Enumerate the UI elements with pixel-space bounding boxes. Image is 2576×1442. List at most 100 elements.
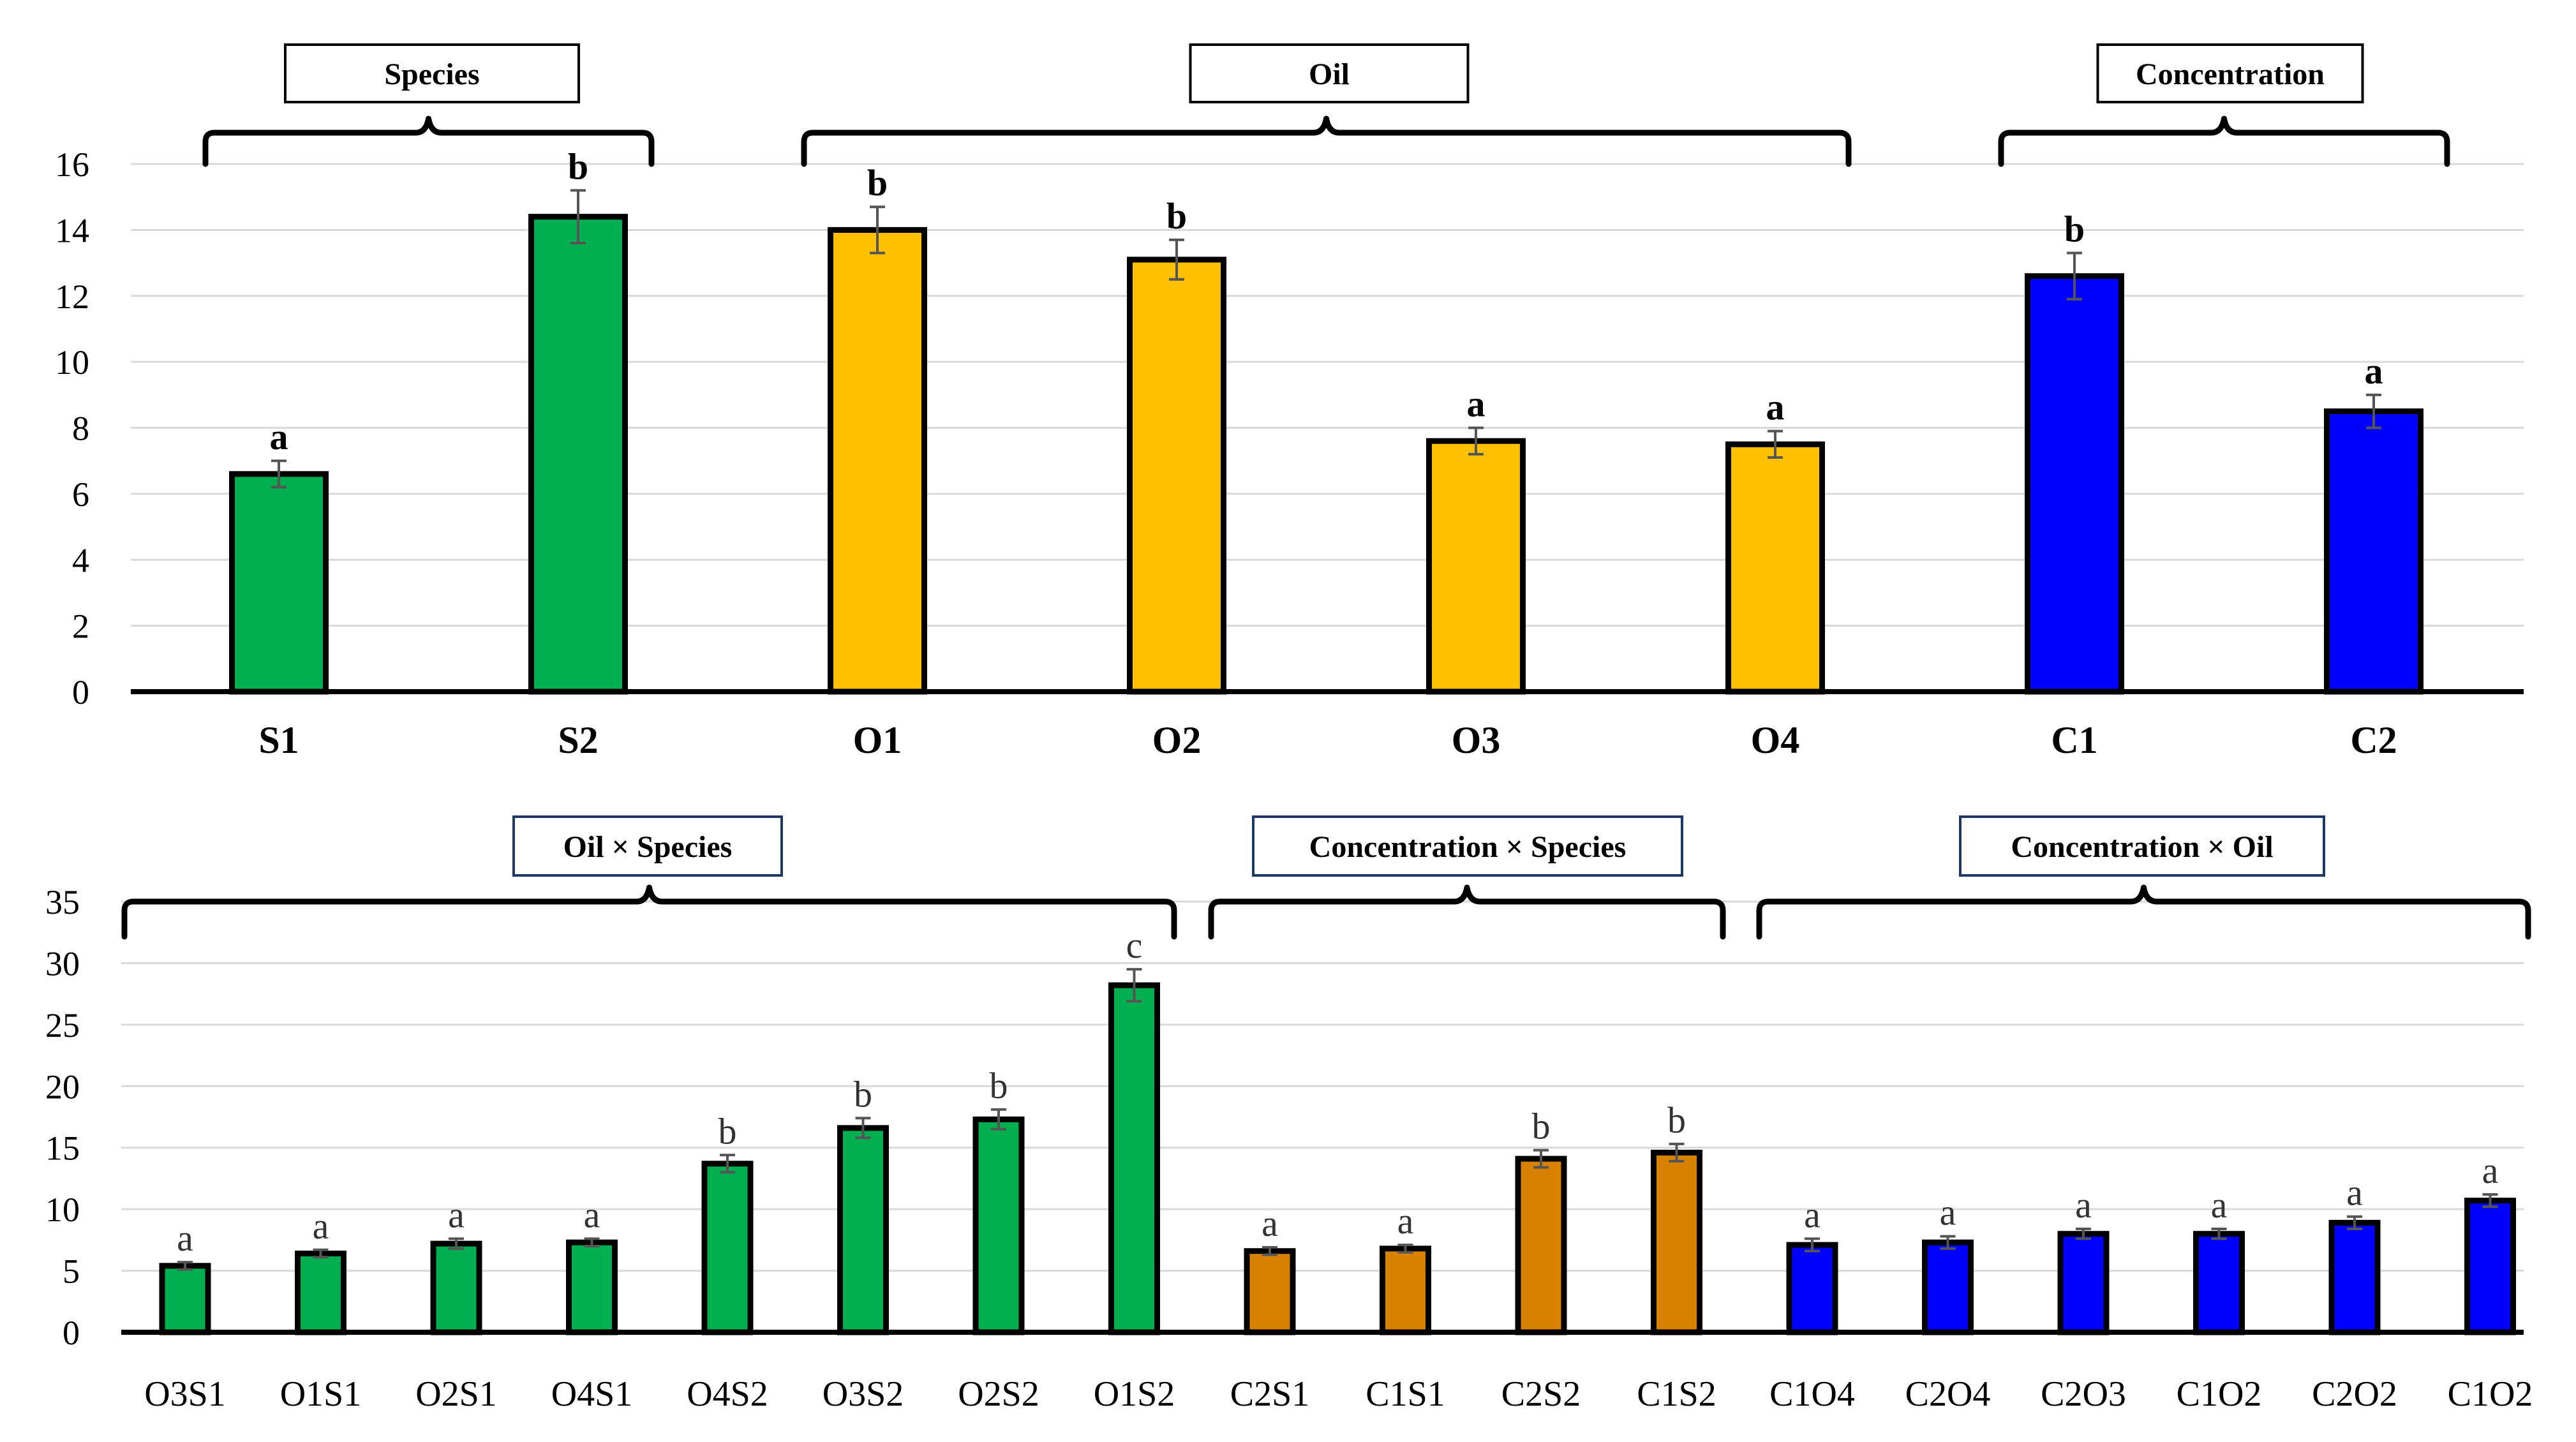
bottom-bar [1244, 1248, 1296, 1335]
top-error-bar [870, 205, 885, 255]
bottom-significance-label: a [1940, 1192, 1956, 1233]
top-error-bar [1768, 429, 1783, 459]
top-bar [2324, 408, 2423, 695]
top-error-bar [2366, 393, 2381, 429]
bottom-category-label: C1O2 [2177, 1374, 2262, 1414]
bottom-y-tick-label: 25 [45, 1006, 80, 1044]
top-significance-label: a [270, 416, 288, 457]
bottom-significance-label: a [313, 1205, 329, 1247]
top-group-box [1189, 43, 1470, 103]
bottom-error-bar [177, 1261, 193, 1271]
bottom-category-label: O3S2 [823, 1374, 904, 1414]
top-bar [1127, 256, 1226, 695]
bottom-category-label: O4S1 [551, 1374, 633, 1414]
bottom-category-label: C2O2 [2312, 1374, 2397, 1414]
bottom-significance-label: a [2075, 1184, 2092, 1226]
bottom-chart: 0 5 10 15 20 25 30 35 a O3S1 a O1S1 a O2S1 a O4S1 b O4S2 b… [45, 815, 2533, 1414]
top-y-tick-label: 16 [55, 145, 89, 184]
top-bar [1426, 438, 1526, 695]
top-bar [828, 227, 927, 695]
bottom-bar [2057, 1231, 2110, 1335]
bottom-category-label: O2S2 [958, 1374, 1039, 1414]
bottom-category-label: C2S2 [1501, 1374, 1581, 1414]
bottom-category-label: O1S1 [280, 1374, 362, 1414]
top-significance-label: b [867, 162, 888, 204]
bottom-significance-label: b [1532, 1106, 1551, 1147]
bottom-error-bar [1262, 1245, 1277, 1256]
bottom-error-bar [1805, 1237, 1820, 1252]
bottom-category-label: C1S1 [1366, 1374, 1445, 1414]
top-category-label: O3 [1452, 719, 1501, 761]
bottom-error-bar [449, 1237, 464, 1250]
bottom-significance-label: a [584, 1194, 600, 1235]
top-category-label: O2 [1152, 719, 1202, 761]
bottom-error-bar [991, 1108, 1006, 1131]
bottom-category-label: C2S1 [1230, 1374, 1310, 1414]
bottom-significance-label: a [1262, 1203, 1278, 1244]
bottom-error-bar [2211, 1228, 2227, 1240]
bottom-error-bar [584, 1237, 600, 1247]
bottom-y-tick-label: 15 [45, 1129, 80, 1168]
bottom-group-brace [1208, 884, 1726, 940]
top-y-tick-label: 0 [72, 673, 89, 711]
top-significance-label: a [1467, 383, 1485, 425]
bottom-bar [1380, 1245, 1431, 1335]
top-chart: 0 2 4 6 8 10 12 14 16 a S1 b S2 b O1 b O2 a O3 a O4 b C1 a C2 Spe… [55, 43, 2524, 761]
top-group-box [2096, 43, 2364, 103]
top-y-tick-label: 6 [72, 475, 89, 514]
bottom-y-tick-label: 5 [63, 1252, 80, 1291]
top-error-bar [1169, 238, 1184, 281]
top-category-label: O4 [1751, 719, 1800, 761]
bottom-error-bar [1397, 1244, 1413, 1254]
bottom-bar [295, 1251, 346, 1335]
top-significance-label: b [568, 145, 588, 187]
top-category-label: S2 [558, 719, 598, 761]
bottom-bar [972, 1116, 1025, 1335]
bottom-group-box [512, 815, 783, 877]
bottom-bar [837, 1125, 889, 1335]
bottom-y-tick-label: 35 [45, 883, 80, 921]
bottom-error-bar [2482, 1193, 2498, 1208]
bottom-significance-label: a [177, 1217, 193, 1259]
bottom-group-label: Concentration × Oil [2011, 830, 2273, 864]
bottom-error-bar [1669, 1142, 1685, 1163]
bottom-bar [701, 1161, 754, 1335]
top-significance-label: a [2365, 350, 2383, 392]
bottom-y-tick-label: 10 [45, 1191, 80, 1229]
top-group-brace [1998, 115, 2450, 167]
bottom-bar [1515, 1156, 1567, 1335]
top-bar [528, 214, 628, 695]
bottom-group-label: Concentration × Species [1309, 830, 1627, 864]
top-error-bar [1468, 426, 1484, 456]
bottom-error-bar [855, 1117, 871, 1140]
bottom-significance-label: a [1804, 1194, 1820, 1235]
top-significance-label: b [1166, 195, 1187, 237]
bottom-significance-label: c [1126, 925, 1143, 966]
bottom-bar [1786, 1242, 1838, 1335]
bottom-error-bar [313, 1248, 329, 1259]
top-category-label: O1 [853, 719, 902, 761]
top-group-box [284, 43, 580, 103]
bottom-category-label: C1O2 [2448, 1374, 2533, 1414]
top-category-label: S1 [258, 719, 299, 761]
bottom-group-label: Oil × Species [563, 830, 733, 864]
bottom-bar [566, 1239, 618, 1335]
bottom-significance-label: a [2211, 1184, 2228, 1226]
bottom-significance-label: a [2482, 1150, 2499, 1191]
top-group-brace [801, 115, 1852, 167]
top-significance-label: b [2064, 209, 2085, 250]
bottom-significance-label: a [448, 1194, 465, 1235]
bottom-category-label: C2O4 [1905, 1374, 1991, 1414]
top-y-tick-label: 2 [72, 607, 89, 646]
bottom-y-tick-label: 30 [45, 944, 80, 983]
top-group-label: Species [384, 57, 479, 91]
top-y-tick-label: 4 [72, 541, 89, 579]
bottom-error-bar [1533, 1148, 1549, 1169]
top-bar [1725, 441, 1825, 695]
top-error-bar [570, 189, 586, 245]
bottom-y-tick-label: 20 [45, 1067, 80, 1106]
top-bar [2025, 273, 2124, 695]
bottom-category-label: O3S1 [144, 1374, 226, 1414]
top-group-label: Concentration [2136, 57, 2325, 91]
